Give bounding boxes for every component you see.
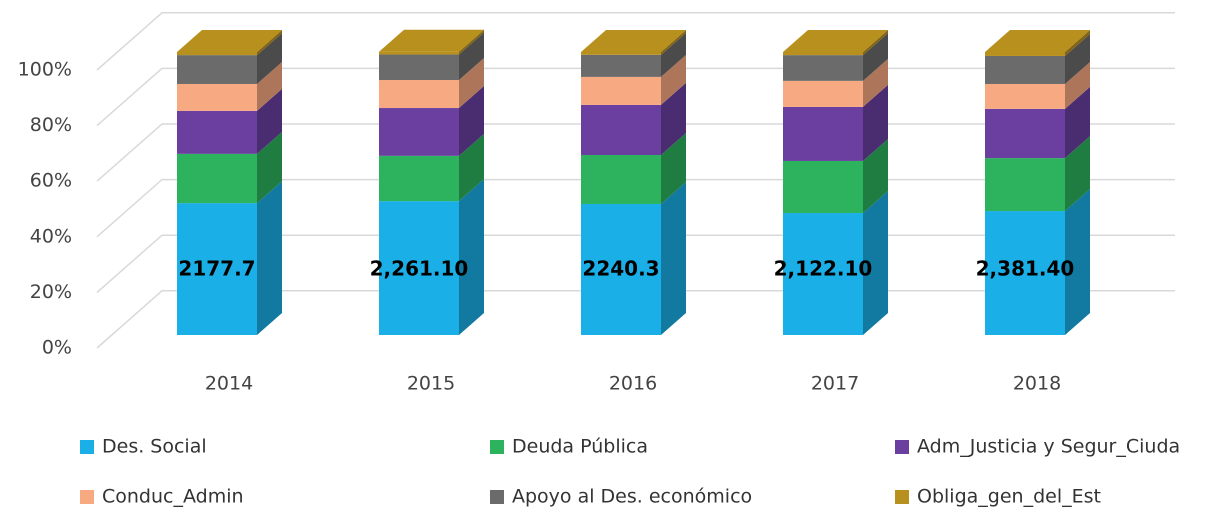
x-tick-label: 2014 — [205, 373, 253, 395]
bar-segment — [177, 110, 257, 154]
bar-segment — [177, 55, 257, 84]
bar-top — [177, 30, 282, 52]
bar-segment-side — [1065, 61, 1090, 109]
legend-swatch — [895, 440, 909, 454]
bar-segment-side — [661, 133, 686, 204]
bar-segment-side — [459, 29, 484, 55]
bar-segment-side — [863, 138, 888, 214]
bar-segment — [177, 153, 257, 204]
y-tick-label: 100% — [18, 59, 72, 81]
bar-segment — [379, 80, 459, 109]
x-tick-label: 2016 — [609, 373, 657, 395]
legend-label: Obliga_gen_del_Est — [917, 486, 1101, 508]
bar-segment-side — [863, 33, 888, 81]
bar-top — [379, 29, 484, 52]
bar-segment — [783, 160, 863, 214]
x-tick-label: 2015 — [407, 373, 455, 395]
bar-segment — [379, 54, 459, 81]
bar-segment — [177, 83, 257, 111]
bar-segment-side — [1065, 86, 1090, 159]
bar-segment-side — [257, 88, 282, 154]
bar-top — [985, 30, 1090, 52]
bar-segment — [581, 54, 661, 77]
bar-segment-side — [459, 32, 484, 81]
bar-segment — [581, 76, 661, 105]
data-label: 2240.3 — [582, 257, 659, 281]
legend-swatch — [490, 490, 504, 504]
bar-segment — [985, 108, 1065, 159]
bar-segment-side — [1065, 189, 1090, 335]
data-label: 2,261.10 — [370, 257, 469, 281]
x-tick-label: 2018 — [1013, 373, 1061, 395]
legend-swatch — [80, 490, 94, 504]
bar-segment — [783, 106, 863, 161]
bar-segment — [581, 52, 661, 55]
bar-segment — [985, 55, 1065, 84]
bar-segment — [379, 155, 459, 202]
bar-segment-side — [863, 30, 888, 56]
bar-segment-side — [661, 82, 686, 156]
bar-segment — [581, 155, 661, 204]
bar-segment — [985, 52, 1065, 56]
bar-segment — [379, 51, 459, 55]
bar-segment-side — [661, 54, 686, 105]
bar-segment — [581, 203, 661, 335]
bar-segment — [379, 201, 459, 335]
bar-segment-side — [459, 86, 484, 156]
bar-segment-side — [661, 30, 686, 55]
legend-label: Conduc_Admin — [102, 486, 244, 508]
legend-label: Deuda Pública — [512, 436, 648, 458]
bar-segment-side — [863, 58, 888, 107]
bar-segment-side — [863, 191, 888, 335]
legend-swatch — [895, 490, 909, 504]
bar-segment — [177, 52, 257, 56]
bar-segment — [985, 211, 1065, 335]
bar-segment-side — [257, 30, 282, 56]
bar-segment-side — [661, 181, 686, 335]
bar-segment — [783, 80, 863, 107]
bar-segment-side — [459, 133, 484, 202]
bar-segment-side — [257, 33, 282, 84]
bar-top — [581, 30, 686, 52]
legend-label: Des. Social — [102, 436, 207, 458]
bar-segment — [783, 55, 863, 81]
bar-segment — [581, 104, 661, 156]
bar-segment-side — [661, 32, 686, 77]
data-label: 2,122.10 — [774, 257, 873, 281]
legend-label: Adm_Justicia y Segur_Ciuda — [917, 436, 1180, 458]
data-label: 2,381.40 — [976, 257, 1075, 281]
bar-segment — [985, 83, 1065, 109]
grid-line — [96, 12, 1175, 71]
bar-segment-side — [863, 84, 888, 161]
y-tick-label: 40% — [30, 225, 72, 247]
bar-segment — [379, 108, 459, 156]
bar-segment — [985, 158, 1065, 212]
bar-segment-side — [257, 131, 282, 204]
bar-segment-side — [459, 58, 484, 109]
legend-swatch — [490, 440, 504, 454]
y-tick-label: 80% — [30, 114, 72, 136]
bar-segment — [783, 52, 863, 56]
bar-segment-side — [1065, 136, 1090, 212]
bar-top — [783, 30, 888, 52]
bar-segment-side — [1065, 33, 1090, 84]
y-tick-label: 60% — [30, 170, 72, 192]
bar-segment — [177, 203, 257, 335]
bar-segment-side — [459, 179, 484, 335]
bar-segment-side — [1065, 30, 1090, 56]
y-tick-label: 20% — [30, 281, 72, 303]
data-label: 2177.7 — [178, 257, 255, 281]
bar-segment-side — [257, 61, 282, 111]
legend-swatch — [80, 440, 94, 454]
y-tick-label: 0% — [42, 337, 72, 359]
bar-segment — [783, 213, 863, 335]
bar-segment-side — [257, 181, 282, 335]
legend-label: Apoyo al Des. económico — [512, 486, 752, 508]
x-tick-label: 2017 — [811, 373, 859, 395]
